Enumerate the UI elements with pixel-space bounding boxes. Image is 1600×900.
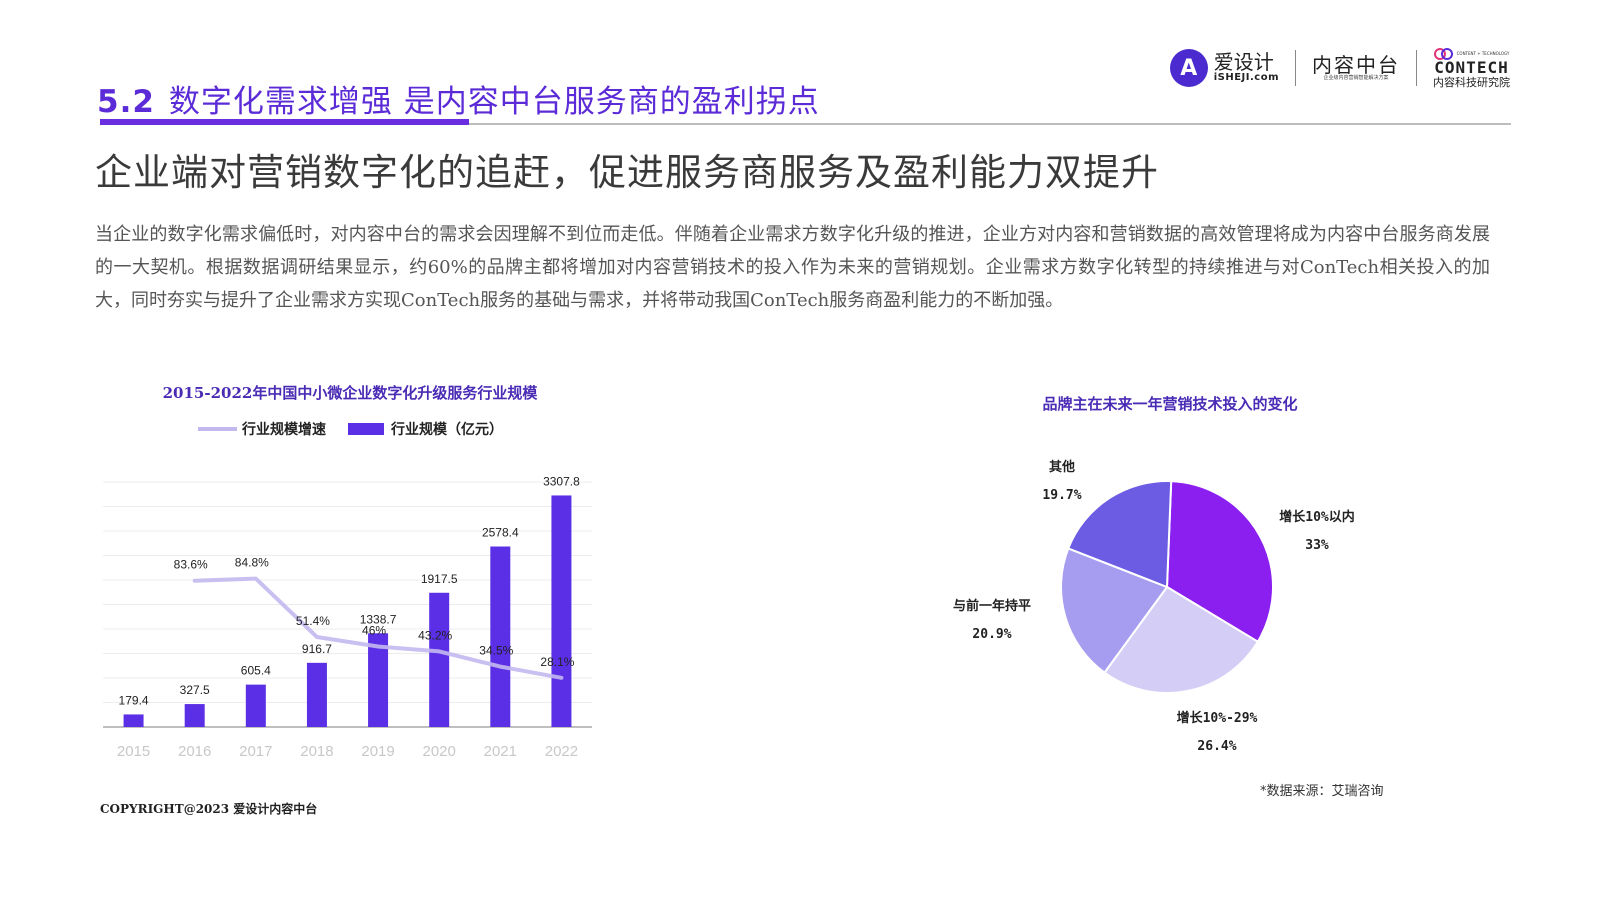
bar	[123, 714, 144, 727]
growth-value-label: 84.8%	[235, 556, 269, 570]
bar	[490, 546, 511, 727]
pie-slice-label: 增长10%-29%	[1177, 710, 1258, 726]
contech-logo: CONTENT + TECHNOLOGY CONTECH 内容科技研究院	[1433, 47, 1510, 89]
legend-scale-label: 行业规模（亿元）	[390, 421, 503, 438]
bar-value-label: 3307.8	[543, 474, 580, 488]
pie-slice-value: 33%	[1305, 538, 1329, 553]
pie-slice	[1060, 547, 1169, 674]
pie-slice	[1067, 480, 1173, 589]
headline: 企业端对营销数字化的追赶，促进服务商服务及盈利能力双提升	[95, 151, 1159, 194]
data-source: *数据来源：艾瑞咨询	[1260, 784, 1384, 799]
isheji-logo-sub: iSHEJI.com	[1213, 72, 1279, 84]
section-number: 5.2	[97, 84, 155, 120]
legend-bar-swatch	[348, 423, 384, 435]
contech-rings-icon	[1433, 47, 1454, 60]
pie-slice-value: 19.7%	[1042, 488, 1081, 503]
contech-logo-main: CONTECH	[1434, 57, 1509, 77]
contech-logo-tiny: CONTENT + TECHNOLOGY	[1456, 50, 1510, 56]
growth-value-label: 51.4%	[296, 614, 330, 628]
growth-value-label: 28.1%	[540, 655, 574, 669]
bar	[551, 495, 572, 727]
logo-separator	[1416, 50, 1417, 86]
bar-series: 179.4 327.5 605.4 916.7 1338.7 1917.5 2578.4 33…	[119, 474, 580, 727]
pie-slice-label: 增长10%以内	[1279, 509, 1354, 525]
growth-value-label: 43.2%	[418, 628, 452, 642]
growth-line-series: 83.6% 84.8% 51.4% 46% 43.2% 34.5% 28.1%	[174, 556, 575, 680]
title-accent-bar	[100, 119, 469, 125]
bar	[429, 592, 450, 727]
logo-group: A 爱设计 iSHEJI.com 内容中台 企业级内容营销智能解决方案 CONT…	[1169, 44, 1510, 92]
pie-chart-title: 品牌主在未来一年营销技术投入的变化	[1042, 395, 1297, 413]
growth-value-label: 46%	[362, 624, 386, 638]
logo-separator	[1295, 50, 1296, 86]
growth-value-label: 34.5%	[479, 644, 513, 658]
pie-slice-value: 26.4%	[1197, 739, 1236, 754]
pie-labels: 增长10%以内 33% 增长10%-29% 26.4% 与前一年持平 20.9% 其他 19.…	[953, 459, 1355, 754]
bar-chart-title: 2015-2022年中国中小微企业数字化升级服务行业规模	[163, 384, 539, 402]
x-tick-label: 2017	[239, 743, 272, 760]
x-tick-label: 2020	[423, 743, 456, 760]
isheji-logo-icon: A	[1169, 49, 1208, 87]
neirong-logo-main: 内容中台	[1312, 53, 1400, 78]
x-tick-label: 2018	[300, 743, 333, 760]
bar-value-label: 179.4	[119, 693, 149, 707]
bar	[368, 633, 389, 727]
contech-logo-sub: 内容科技研究院	[1433, 75, 1510, 89]
section-title-text: 数字化需求增强 是内容中台服务商的盈利拐点	[168, 84, 820, 120]
bar-value-label: 1338.7	[360, 612, 397, 626]
pie-slice	[1103, 585, 1260, 694]
pie-slice-label: 其他	[1049, 459, 1075, 475]
x-tick-label: 2015	[117, 743, 150, 760]
neirong-logo: 内容中台 企业级内容营销智能解决方案	[1312, 54, 1400, 82]
pie-slice	[1165, 480, 1274, 644]
growth-value-label: 83.6%	[174, 558, 208, 572]
x-tick-label: 2016	[178, 743, 211, 760]
x-axis-labels: 2015 2016 2017 2018 2019 2020 2021 2022	[117, 743, 578, 760]
copyright: COPYRIGHT@2023 爱设计内容中台	[100, 802, 318, 816]
pie-slices	[1060, 480, 1274, 694]
section-title: 5.2 数字化需求增强 是内容中台服务商的盈利拐点	[97, 76, 820, 121]
x-tick-label: 2021	[484, 743, 517, 760]
bar-value-label: 605.4	[241, 664, 271, 678]
x-tick-label: 2019	[361, 743, 394, 760]
bar	[306, 662, 327, 727]
isheji-logo-text: 爱设计 iSHEJI.com	[1214, 52, 1279, 84]
pie-slice-value: 20.9%	[972, 627, 1011, 642]
bar-value-label: 1917.5	[421, 572, 458, 586]
x-tick-label: 2022	[545, 743, 578, 760]
legend-growth-label: 行业规模增速	[241, 421, 326, 438]
title-divider	[469, 123, 1511, 125]
pie-chart: 品牌主在未来一年营销技术投入的变化 增长10%以内 33% 增长10%-29% 26.…	[953, 395, 1355, 754]
bar-chart: 2015-2022年中国中小微企业数字化升级服务行业规模 行业规模增速 行业规模…	[103, 384, 592, 760]
body-paragraph: 当企业的数字化需求偏低时，对内容中台的需求会因理解不到位而走低。伴随着企业需求方…	[95, 224, 1490, 311]
bar-value-label: 916.7	[302, 642, 332, 656]
bar-value-label: 2578.4	[482, 526, 519, 540]
neirong-logo-sub: 企业级内容营销智能解决方案	[1323, 75, 1389, 82]
isheji-logo-main: 爱设计	[1213, 50, 1274, 75]
bar	[184, 704, 205, 727]
pie-slice-label: 与前一年持平	[953, 598, 1031, 614]
bar	[245, 684, 266, 727]
chart-grid	[103, 481, 592, 728]
growth-line	[192, 576, 564, 680]
bar-value-label: 327.5	[180, 683, 210, 697]
